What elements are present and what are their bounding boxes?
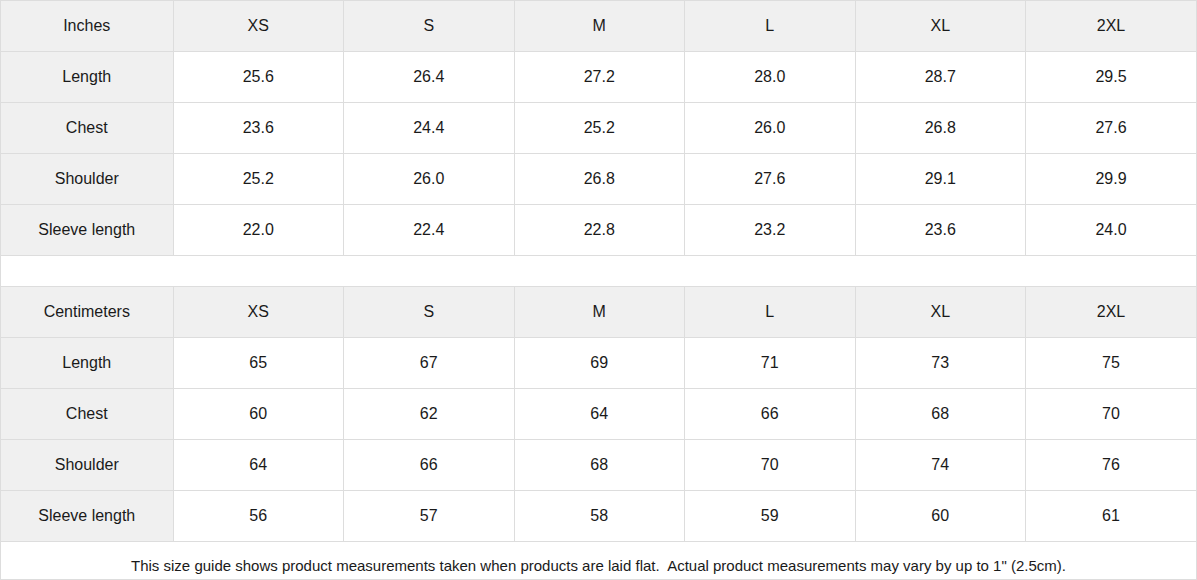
measurement-cell: 23.6 xyxy=(855,205,1026,256)
measurement-cell: 60 xyxy=(173,389,344,440)
measurement-cell: 65 xyxy=(173,338,344,389)
size-column-header-xs: XS xyxy=(173,1,344,52)
measurement-cell: 60 xyxy=(855,491,1026,542)
size-column-header-xl: XL xyxy=(855,1,1026,52)
row-header-sleeve-length: Sleeve length xyxy=(1,491,173,542)
measurement-cell: 64 xyxy=(173,440,344,491)
table-row-chest: Chest 23.6 24.4 25.2 26.0 26.8 27.6 xyxy=(1,103,1196,154)
size-guide-note: This size guide shows product measuremen… xyxy=(1,542,1196,580)
table-row-shoulder: Shoulder 25.2 26.0 26.8 27.6 29.1 29.9 xyxy=(1,154,1196,205)
measurement-cell: 26.4 xyxy=(344,52,515,103)
row-header-chest: Chest xyxy=(1,389,173,440)
row-header-length: Length xyxy=(1,52,173,103)
measurement-cell: 58 xyxy=(514,491,685,542)
size-column-header-2xl: 2XL xyxy=(1026,1,1197,52)
measurement-cell: 22.0 xyxy=(173,205,344,256)
measurement-cell: 69 xyxy=(514,338,685,389)
measurement-cell: 73 xyxy=(855,338,1026,389)
measurement-cell: 25.6 xyxy=(173,52,344,103)
unit-label-centimeters: Centimeters xyxy=(1,287,173,338)
size-column-header-m: M xyxy=(514,287,685,338)
measurement-cell: 22.8 xyxy=(514,205,685,256)
measurement-cell: 56 xyxy=(173,491,344,542)
measurement-cell: 29.1 xyxy=(855,154,1026,205)
size-column-header-l: L xyxy=(685,1,856,52)
measurement-cell: 68 xyxy=(514,440,685,491)
inches-header-row: Inches XS S M L XL 2XL xyxy=(1,1,1196,52)
row-header-chest: Chest xyxy=(1,103,173,154)
measurement-cell: 27.6 xyxy=(685,154,856,205)
size-column-header-l: L xyxy=(685,287,856,338)
size-column-header-s: S xyxy=(344,1,515,52)
measurement-cell: 66 xyxy=(685,389,856,440)
measurement-cell: 74 xyxy=(855,440,1026,491)
size-column-header-xl: XL xyxy=(855,287,1026,338)
measurement-cell: 27.2 xyxy=(514,52,685,103)
size-column-header-s: S xyxy=(344,287,515,338)
measurement-cell: 76 xyxy=(1026,440,1197,491)
measurement-cell: 71 xyxy=(685,338,856,389)
size-column-header-xs: XS xyxy=(173,287,344,338)
measurement-cell: 59 xyxy=(685,491,856,542)
measurement-cell: 66 xyxy=(344,440,515,491)
table-row-shoulder: Shoulder 64 66 68 70 74 76 xyxy=(1,440,1196,491)
measurement-cell: 64 xyxy=(514,389,685,440)
unit-label-inches: Inches xyxy=(1,1,173,52)
table-section-divider xyxy=(1,256,1196,286)
table-row-chest: Chest 60 62 64 66 68 70 xyxy=(1,389,1196,440)
row-header-length: Length xyxy=(1,338,173,389)
measurement-cell: 29.9 xyxy=(1026,154,1197,205)
measurement-cell: 67 xyxy=(344,338,515,389)
measurement-cell: 57 xyxy=(344,491,515,542)
measurement-cell: 70 xyxy=(685,440,856,491)
measurement-cell: 70 xyxy=(1026,389,1197,440)
measurement-cell: 23.6 xyxy=(173,103,344,154)
measurement-cell: 68 xyxy=(855,389,1026,440)
table-row-sleeve-length: Sleeve length 56 57 58 59 60 61 xyxy=(1,491,1196,542)
measurement-cell: 27.6 xyxy=(1026,103,1197,154)
measurement-cell: 62 xyxy=(344,389,515,440)
measurement-cell: 26.8 xyxy=(855,103,1026,154)
size-column-header-2xl: 2XL xyxy=(1026,287,1197,338)
measurement-cell: 25.2 xyxy=(514,103,685,154)
row-header-sleeve-length: Sleeve length xyxy=(1,205,173,256)
measurement-cell: 25.2 xyxy=(173,154,344,205)
table-row-sleeve-length: Sleeve length 22.0 22.4 22.8 23.2 23.6 2… xyxy=(1,205,1196,256)
measurement-cell: 26.0 xyxy=(685,103,856,154)
measurement-cell: 22.4 xyxy=(344,205,515,256)
size-column-header-m: M xyxy=(514,1,685,52)
measurement-cell: 26.0 xyxy=(344,154,515,205)
measurement-cell: 26.8 xyxy=(514,154,685,205)
centimeters-size-table: Centimeters XS S M L XL 2XL Length 65 67… xyxy=(1,286,1196,542)
measurement-cell: 28.7 xyxy=(855,52,1026,103)
measurement-cell: 28.0 xyxy=(685,52,856,103)
table-row-length: Length 25.6 26.4 27.2 28.0 28.7 29.5 xyxy=(1,52,1196,103)
measurement-cell: 24.0 xyxy=(1026,205,1197,256)
size-guide: Inches XS S M L XL 2XL Length 25.6 26.4 … xyxy=(0,0,1197,580)
measurement-cell: 61 xyxy=(1026,491,1197,542)
measurement-cell: 24.4 xyxy=(344,103,515,154)
measurement-cell: 29.5 xyxy=(1026,52,1197,103)
row-header-shoulder: Shoulder xyxy=(1,154,173,205)
table-row-length: Length 65 67 69 71 73 75 xyxy=(1,338,1196,389)
measurement-cell: 23.2 xyxy=(685,205,856,256)
measurement-cell: 75 xyxy=(1026,338,1197,389)
inches-size-table: Inches XS S M L XL 2XL Length 25.6 26.4 … xyxy=(1,1,1196,256)
centimeters-header-row: Centimeters XS S M L XL 2XL xyxy=(1,287,1196,338)
row-header-shoulder: Shoulder xyxy=(1,440,173,491)
